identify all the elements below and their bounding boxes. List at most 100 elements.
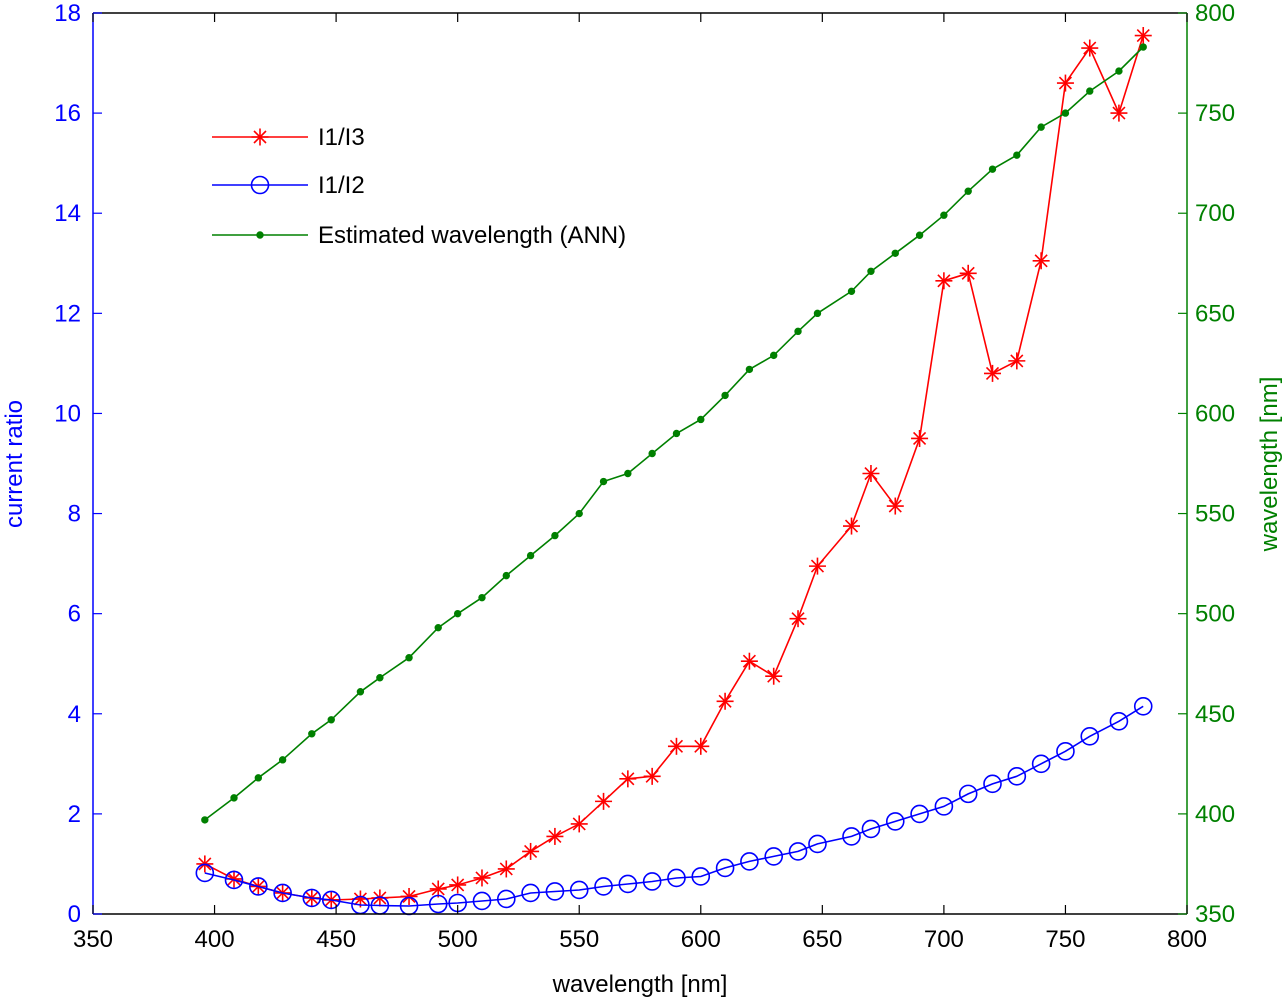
series-i1-i3-point-stroke bbox=[669, 739, 684, 753]
y-left-tick-label: 2 bbox=[68, 801, 81, 828]
series-i1-i2-point bbox=[195, 863, 215, 883]
series-estimated-wavelength-point bbox=[356, 688, 365, 696]
series-i1-i2-point bbox=[273, 883, 292, 903]
series-i1-i2-point bbox=[910, 804, 929, 824]
series-i1-i3-point bbox=[473, 869, 491, 887]
y-left-tick-label: 12 bbox=[54, 300, 81, 327]
series-i1-i2-point bbox=[1133, 696, 1153, 716]
series-i1-i2-point bbox=[958, 784, 978, 804]
series-estimated-wavelength-point bbox=[1139, 43, 1147, 51]
series-i1-i3-point-stroke bbox=[1058, 76, 1073, 90]
series-estimated-wavelength-point bbox=[327, 716, 335, 724]
series-i1-i2-point bbox=[1007, 767, 1027, 786]
y-left-tick-label: 0 bbox=[68, 901, 81, 928]
series-i1-i3-point bbox=[1032, 252, 1050, 270]
series-i1-i2-point bbox=[594, 877, 613, 896]
series-i1-i2-point bbox=[1031, 754, 1051, 774]
series-estimated-wavelength-point bbox=[1061, 109, 1070, 117]
series-estimated-wavelength-point bbox=[624, 469, 632, 478]
series-estimated-wavelength-point bbox=[405, 654, 413, 662]
series-estimated-wavelength-point bbox=[551, 531, 559, 540]
legend-label-estimated-wavelength: Estimated wavelength (ANN) bbox=[318, 222, 626, 249]
series-i1-i3-point bbox=[984, 364, 1002, 382]
series-estimated-wavelength-point bbox=[1037, 123, 1045, 131]
y-right-tick-label: 750 bbox=[1195, 100, 1235, 127]
series-estimated-wavelength-point bbox=[453, 609, 462, 618]
series-i1-i2-point bbox=[842, 827, 861, 846]
x-tick-label: 350 bbox=[73, 926, 113, 953]
series-i1-i2-legend-symbol bbox=[250, 175, 270, 195]
series-i1-i2-point bbox=[428, 894, 448, 914]
series-estimated-wavelength-point bbox=[770, 351, 778, 360]
series-i1-i3-point-stroke bbox=[475, 871, 489, 885]
plot-marks bbox=[195, 27, 1153, 916]
y-right-tick-label: 650 bbox=[1195, 300, 1235, 327]
y-right-tick-label: 400 bbox=[1195, 801, 1235, 828]
series-i1-i3-point bbox=[1081, 39, 1099, 57]
x-tick-label: 750 bbox=[1045, 926, 1085, 953]
series-i1-i2-point bbox=[224, 870, 244, 890]
series-i1-i3-point-stroke bbox=[572, 817, 586, 831]
series-i1-i2-point bbox=[885, 812, 905, 831]
legend: I1/I3 I1/I2 Estimated wavelength (ANN) bbox=[212, 124, 626, 249]
series-estimated-wavelength-point bbox=[376, 674, 384, 682]
series-i1-i3-point bbox=[716, 692, 734, 710]
series-i1-i3-point-stroke bbox=[596, 794, 611, 808]
legend-entry-estimated-wavelength: Estimated wavelength (ANN) bbox=[212, 222, 626, 249]
series-estimated-wavelength-point bbox=[847, 287, 856, 296]
y-left-tick-label: 14 bbox=[54, 200, 81, 227]
series-i1-i3-point-stroke bbox=[353, 892, 367, 906]
y-right-tick-label: 350 bbox=[1195, 901, 1235, 928]
x-tick-label: 400 bbox=[195, 926, 235, 953]
series-i1-i2-point bbox=[861, 819, 881, 839]
series-estimated-wavelength-point bbox=[230, 794, 238, 802]
series-i1-i3-point-stroke bbox=[1083, 41, 1097, 55]
series-i1-i3-point-stroke bbox=[767, 669, 781, 683]
series-i1-i3-legend-symbol bbox=[251, 128, 269, 146]
series-i1-i2-point bbox=[1109, 711, 1129, 731]
series-estimated-wavelength-point bbox=[697, 415, 705, 424]
series-estimated-wavelength-point bbox=[526, 551, 535, 560]
y-left-tick-label: 18 bbox=[54, 0, 81, 27]
x-tick-label: 450 bbox=[316, 926, 356, 953]
series-i1-i3-point-stroke bbox=[227, 872, 241, 886]
series-i1-i3-point-stroke bbox=[1010, 354, 1024, 368]
series-i1-i2-point bbox=[691, 867, 711, 886]
series-i1-i3-point bbox=[522, 842, 540, 860]
series-i1-i3-point-stroke bbox=[499, 862, 513, 876]
y-left-tick-label: 10 bbox=[54, 400, 81, 427]
series-i1-i3-point bbox=[959, 264, 977, 282]
y-right-tick-label: 550 bbox=[1195, 501, 1235, 528]
legend-marker-i1-i2 bbox=[250, 175, 270, 195]
series-i1-i3-point bbox=[765, 667, 783, 685]
series-estimated-wavelength-point bbox=[599, 477, 608, 486]
series-estimated-wavelength-point bbox=[964, 187, 972, 195]
series-i1-i2-point bbox=[618, 874, 638, 894]
series-i1-i3-point bbox=[843, 517, 861, 535]
series-i1-i3-point bbox=[667, 737, 685, 755]
series-i1-i3-point-stroke bbox=[548, 829, 562, 843]
series-estimated-wavelength-point bbox=[1115, 67, 1123, 75]
series-i1-i3-point-stroke bbox=[1136, 28, 1150, 43]
series-estimated-wavelength-point bbox=[201, 816, 209, 824]
y-right-tick-label: 600 bbox=[1195, 400, 1235, 427]
series-estimated-wavelength-point bbox=[745, 365, 754, 374]
series-estimated-wavelength-point bbox=[434, 623, 442, 632]
series-i1-i3-point bbox=[789, 610, 807, 628]
series-i1-i3-point-stroke bbox=[718, 694, 732, 708]
series-i1-i3-point bbox=[371, 889, 389, 907]
series-estimated-wavelength-point bbox=[672, 429, 681, 438]
series-i1-i3-point bbox=[1110, 104, 1128, 122]
series-i1-i2 bbox=[195, 696, 1153, 916]
series-i1-i3-point bbox=[497, 860, 515, 878]
series-i1-i3-point bbox=[619, 770, 637, 788]
axes: 350 400 450 500 550 600 650 700 750 800 0 2 4 6 8 10 12 1… bbox=[54, 0, 1235, 953]
series-i1-i3-point-stroke bbox=[888, 499, 902, 513]
series-i1-i2-point bbox=[788, 842, 808, 861]
series-i1-i3-point bbox=[886, 497, 904, 515]
series-i1-i3-point bbox=[1134, 27, 1152, 45]
series-i1-i3-point bbox=[643, 767, 661, 785]
series-estimated-wavelength-legend-symbol bbox=[256, 231, 264, 239]
series-estimated-wavelength-point bbox=[1013, 151, 1021, 159]
